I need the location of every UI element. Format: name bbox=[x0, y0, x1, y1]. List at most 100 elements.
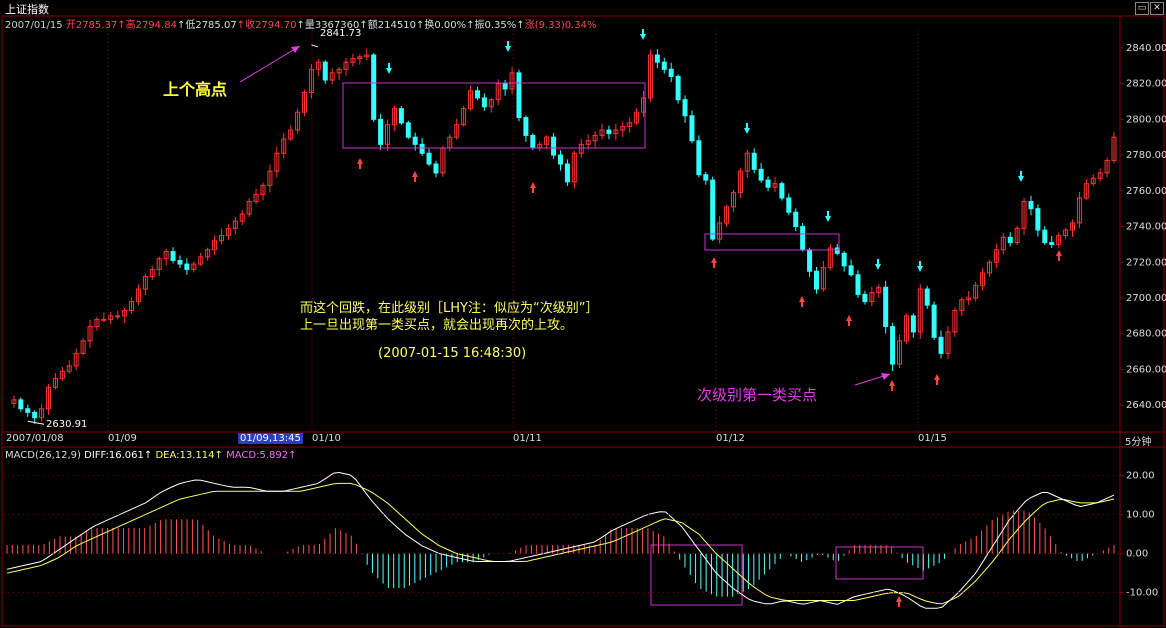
down-arrow-icon bbox=[640, 34, 646, 40]
candle-body bbox=[737, 170, 743, 194]
candle-body bbox=[966, 297, 972, 301]
open-value: 2785.37 bbox=[75, 20, 118, 31]
candle-body bbox=[689, 115, 695, 142]
candle-body bbox=[1021, 201, 1027, 229]
up-arrow-icon bbox=[357, 158, 363, 164]
candle-body bbox=[1049, 242, 1055, 245]
candle-body bbox=[647, 54, 653, 99]
down-arrow-icon bbox=[875, 264, 881, 270]
macd-header: MACD(26,12,9) DIFF:16.061↑ DEA:13.114↑ M… bbox=[5, 450, 297, 461]
candle-body bbox=[786, 197, 792, 213]
candle-body bbox=[516, 72, 522, 119]
amplitude-value: 0.35% bbox=[484, 20, 517, 31]
candle-body bbox=[156, 258, 162, 270]
candle-body bbox=[883, 286, 889, 328]
candle-body bbox=[46, 386, 52, 410]
candle-body bbox=[66, 365, 72, 372]
candle-body bbox=[315, 61, 321, 70]
low-mark-leader bbox=[27, 420, 45, 425]
candle-body bbox=[509, 72, 515, 90]
down-arrow-icon bbox=[505, 46, 511, 52]
note-line-1: 而这个回跌，在此级别［LHY注：似应为“次级别”］ bbox=[300, 301, 599, 316]
candle-body bbox=[170, 251, 176, 261]
up-arrow-icon: ↑ bbox=[214, 450, 223, 461]
minimize-icon[interactable]: ▭ bbox=[1135, 2, 1149, 15]
high-label: 高 bbox=[125, 20, 136, 31]
candle-body bbox=[59, 370, 65, 379]
candle-body bbox=[52, 377, 58, 388]
candle-body bbox=[1042, 229, 1048, 244]
down-arrow-icon bbox=[744, 128, 750, 134]
candle-body bbox=[820, 267, 826, 290]
pivot-box-2 bbox=[704, 233, 840, 251]
candle-body bbox=[495, 83, 501, 101]
candle-body bbox=[80, 340, 86, 354]
candle-body bbox=[1097, 172, 1103, 179]
candle-body bbox=[717, 222, 723, 240]
candle-body bbox=[1104, 159, 1110, 174]
candle-body bbox=[834, 247, 840, 254]
high-mark-label: 2841.73 bbox=[320, 28, 362, 39]
candle-body bbox=[634, 111, 640, 124]
macd-name: MACD(26,12,9) bbox=[5, 450, 81, 461]
candle-body bbox=[807, 249, 813, 272]
candle-body bbox=[108, 315, 114, 320]
prev-high-arrowhead bbox=[291, 46, 300, 53]
open-label: 开 bbox=[65, 20, 76, 31]
up-arrow-icon bbox=[530, 182, 536, 188]
candle-body bbox=[558, 154, 563, 165]
diff-line bbox=[6, 471, 1115, 609]
candle-body bbox=[412, 136, 418, 145]
candle-body bbox=[744, 152, 750, 172]
candle-body bbox=[730, 192, 736, 208]
price-tick-label: 2780.00 bbox=[1126, 150, 1166, 161]
candle-body bbox=[25, 408, 31, 413]
up-arrow-icon bbox=[846, 315, 852, 321]
high-value: 2794.84 bbox=[135, 20, 177, 31]
amplitude-label: 振 bbox=[474, 20, 485, 31]
x-label-0112: 01/12 bbox=[716, 433, 745, 444]
change-value: (9.33)0.34% bbox=[534, 20, 597, 31]
candle-body bbox=[613, 129, 619, 135]
candle-body bbox=[87, 326, 93, 342]
candle-body bbox=[488, 99, 494, 108]
candle-body bbox=[260, 184, 266, 195]
candle-body bbox=[468, 90, 474, 110]
candle-body bbox=[682, 99, 688, 117]
candle-body bbox=[986, 261, 992, 274]
candle-body bbox=[551, 136, 557, 156]
volume-label: 量 bbox=[304, 20, 315, 31]
candle-body bbox=[385, 124, 391, 145]
high-mark-leader bbox=[311, 44, 319, 48]
candle-body bbox=[149, 268, 155, 278]
candle-body bbox=[523, 117, 529, 136]
candle-body bbox=[813, 270, 819, 290]
candle-body bbox=[592, 134, 598, 142]
macd-label: MACD: bbox=[226, 450, 260, 461]
x-label-0110: 01/10 bbox=[312, 433, 341, 444]
candle-body bbox=[454, 124, 460, 138]
period-label[interactable]: 5分钟 bbox=[1125, 437, 1152, 448]
up-arrow-icon: ↑ bbox=[143, 450, 153, 461]
x-label-0108: 2007/01/08 bbox=[6, 433, 64, 444]
candle-body bbox=[1069, 222, 1075, 231]
low-value: 2785.07 bbox=[195, 20, 237, 31]
low-label: 低 bbox=[185, 20, 196, 31]
close-icon[interactable]: ✕ bbox=[1150, 2, 1164, 15]
up-arrow-icon bbox=[889, 380, 895, 386]
candle-body bbox=[419, 143, 425, 154]
candle-body bbox=[724, 206, 730, 224]
up-arrow-icon: ↑ bbox=[466, 20, 475, 31]
candle-body bbox=[945, 331, 951, 354]
macd-tick-label: 20.00 bbox=[1126, 471, 1155, 482]
candle-body bbox=[585, 140, 591, 145]
candle-body bbox=[101, 318, 107, 321]
candle-body bbox=[474, 90, 480, 99]
close-value: 2794.70 bbox=[255, 20, 297, 31]
candle-body bbox=[668, 68, 674, 77]
candle-body bbox=[952, 310, 958, 333]
up-arrow-icon bbox=[896, 596, 902, 602]
up-arrow-icon: ↑ bbox=[516, 20, 525, 31]
candle-body bbox=[848, 265, 854, 276]
